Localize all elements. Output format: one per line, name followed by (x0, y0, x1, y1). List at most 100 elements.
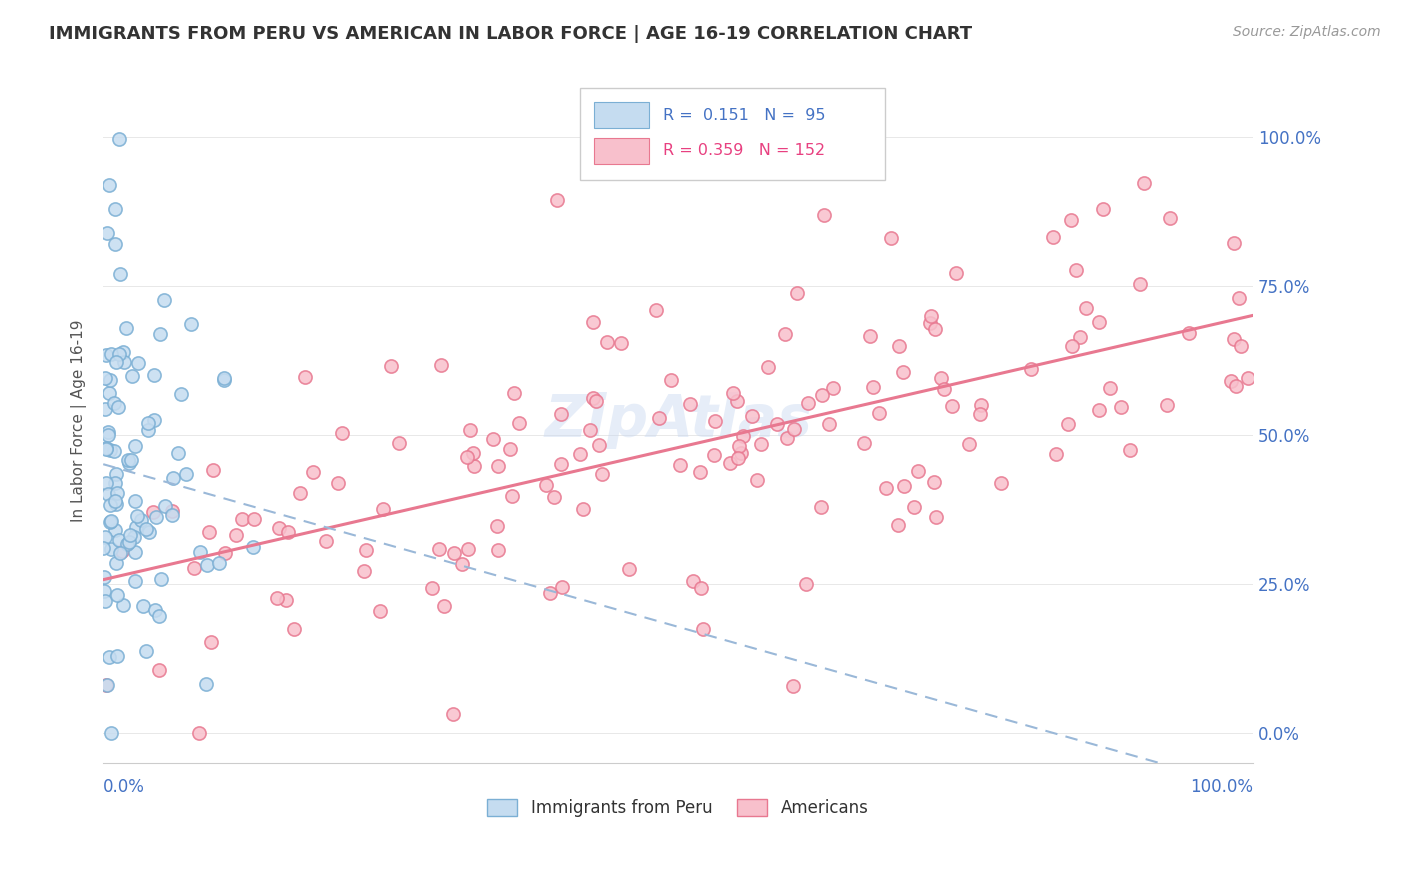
Point (546, 194, 568, 208)
Point (105, 355, 128, 369)
Point (105, 486, 128, 500)
Point (202, 463, 225, 477)
Point (135, 522, 157, 536)
Point (98, 498, 121, 512)
Text: R = 0.359   N = 152: R = 0.359 N = 152 (664, 144, 825, 158)
Point (1066, 263, 1088, 277)
Point (1159, 211, 1181, 226)
Point (125, 508, 148, 523)
Point (782, 679, 804, 693)
Point (208, 556, 231, 570)
Point (503, 386, 526, 401)
Point (145, 510, 167, 524)
Point (105, 588, 128, 602)
Point (294, 369, 316, 384)
Point (183, 561, 205, 575)
Point (591, 467, 613, 481)
Point (274, 593, 297, 607)
Point (129, 513, 152, 527)
Point (353, 564, 375, 578)
Point (142, 504, 165, 518)
Point (747, 473, 769, 487)
Point (110, 267, 132, 281)
Point (135, 643, 157, 657)
Point (1060, 339, 1083, 353)
FancyBboxPatch shape (595, 102, 650, 128)
Point (93, 584, 115, 599)
Point (124, 494, 146, 508)
Point (690, 581, 713, 595)
Point (124, 439, 146, 453)
Point (931, 370, 953, 384)
Text: Source: ZipAtlas.com: Source: ZipAtlas.com (1233, 25, 1381, 39)
Point (96, 678, 118, 692)
Point (679, 397, 702, 411)
Point (721, 385, 744, 400)
Point (499, 442, 522, 457)
Point (96, 226, 118, 240)
Point (1229, 291, 1251, 305)
Point (122, 530, 145, 544)
Point (97, 487, 120, 501)
Point (148, 609, 170, 624)
Point (730, 446, 752, 460)
Point (534, 478, 557, 492)
Point (433, 599, 456, 613)
Point (200, 635, 222, 649)
Point (94, 530, 117, 544)
Point (328, 475, 350, 490)
Text: R =  0.151   N =  95: R = 0.151 N = 95 (664, 108, 825, 123)
Point (277, 525, 299, 540)
Point (875, 481, 897, 495)
Point (143, 603, 166, 617)
Point (125, 520, 148, 534)
Point (659, 373, 682, 387)
Point (821, 381, 844, 395)
Point (100, 514, 122, 528)
Point (907, 464, 929, 478)
Point (380, 359, 402, 373)
Point (148, 664, 170, 678)
Point (107, 347, 129, 361)
Point (143, 368, 166, 382)
Point (94, 475, 117, 490)
Point (98, 373, 121, 387)
Point (96, 348, 118, 362)
Point (174, 467, 197, 482)
Point (112, 355, 135, 369)
Point (501, 489, 523, 503)
Point (93, 541, 115, 556)
Point (703, 449, 725, 463)
Point (749, 437, 772, 451)
Point (1088, 315, 1111, 329)
Point (98, 385, 121, 400)
Point (441, 707, 464, 722)
Point (225, 528, 247, 542)
Point (817, 417, 839, 432)
Point (104, 202, 127, 216)
Point (891, 365, 914, 379)
Point (111, 345, 134, 359)
Point (443, 546, 465, 560)
Point (786, 285, 808, 300)
Point (550, 457, 572, 471)
Point (810, 388, 832, 402)
Point (214, 545, 236, 559)
Point (242, 511, 264, 525)
Point (1219, 374, 1241, 388)
Point (481, 432, 503, 446)
Point (283, 622, 305, 636)
Point (212, 373, 235, 387)
Text: IMMIGRANTS FROM PERU VS AMERICAN IN LABOR FORCE | AGE 16-19 CORRELATION CHART: IMMIGRANTS FROM PERU VS AMERICAN IN LABO… (49, 25, 973, 43)
Point (903, 500, 925, 514)
Point (1092, 202, 1115, 216)
Point (920, 309, 942, 323)
Point (153, 499, 176, 513)
Point (924, 322, 946, 336)
Point (959, 436, 981, 450)
Point (104, 467, 127, 482)
Point (373, 502, 395, 516)
Point (97, 178, 120, 192)
Point (132, 599, 155, 614)
Point (315, 533, 337, 548)
